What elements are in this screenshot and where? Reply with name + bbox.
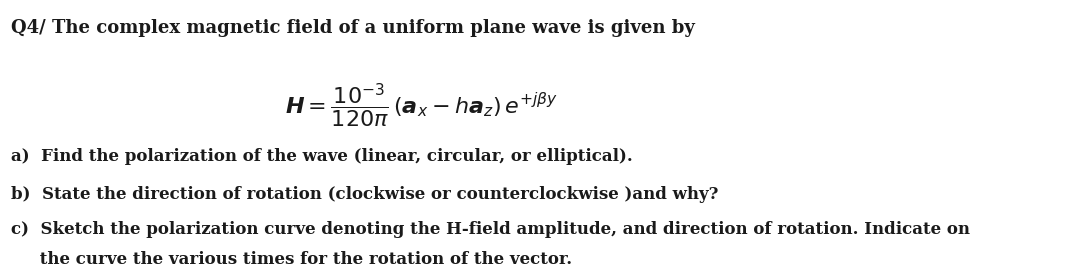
Text: the curve the various times for the rotation of the vector.: the curve the various times for the rota… bbox=[11, 251, 572, 268]
Text: b)  State the direction of rotation (clockwise or counterclockwise )and why?: b) State the direction of rotation (cloc… bbox=[11, 185, 718, 202]
Text: a)  Find the polarization of the wave (linear, circular, or elliptical).: a) Find the polarization of the wave (li… bbox=[11, 148, 633, 165]
Text: c)  Sketch the polarization curve denoting the H-field amplitude, and direction : c) Sketch the polarization curve denotin… bbox=[11, 221, 970, 238]
Text: $\boldsymbol{H} = \dfrac{10^{-3}}{120\pi}\,(\boldsymbol{a}_x - h\boldsymbol{a}_z: $\boldsymbol{H} = \dfrac{10^{-3}}{120\pi… bbox=[285, 82, 558, 130]
Text: Q4/ The complex magnetic field of a uniform plane wave is given by: Q4/ The complex magnetic field of a unif… bbox=[11, 19, 694, 37]
